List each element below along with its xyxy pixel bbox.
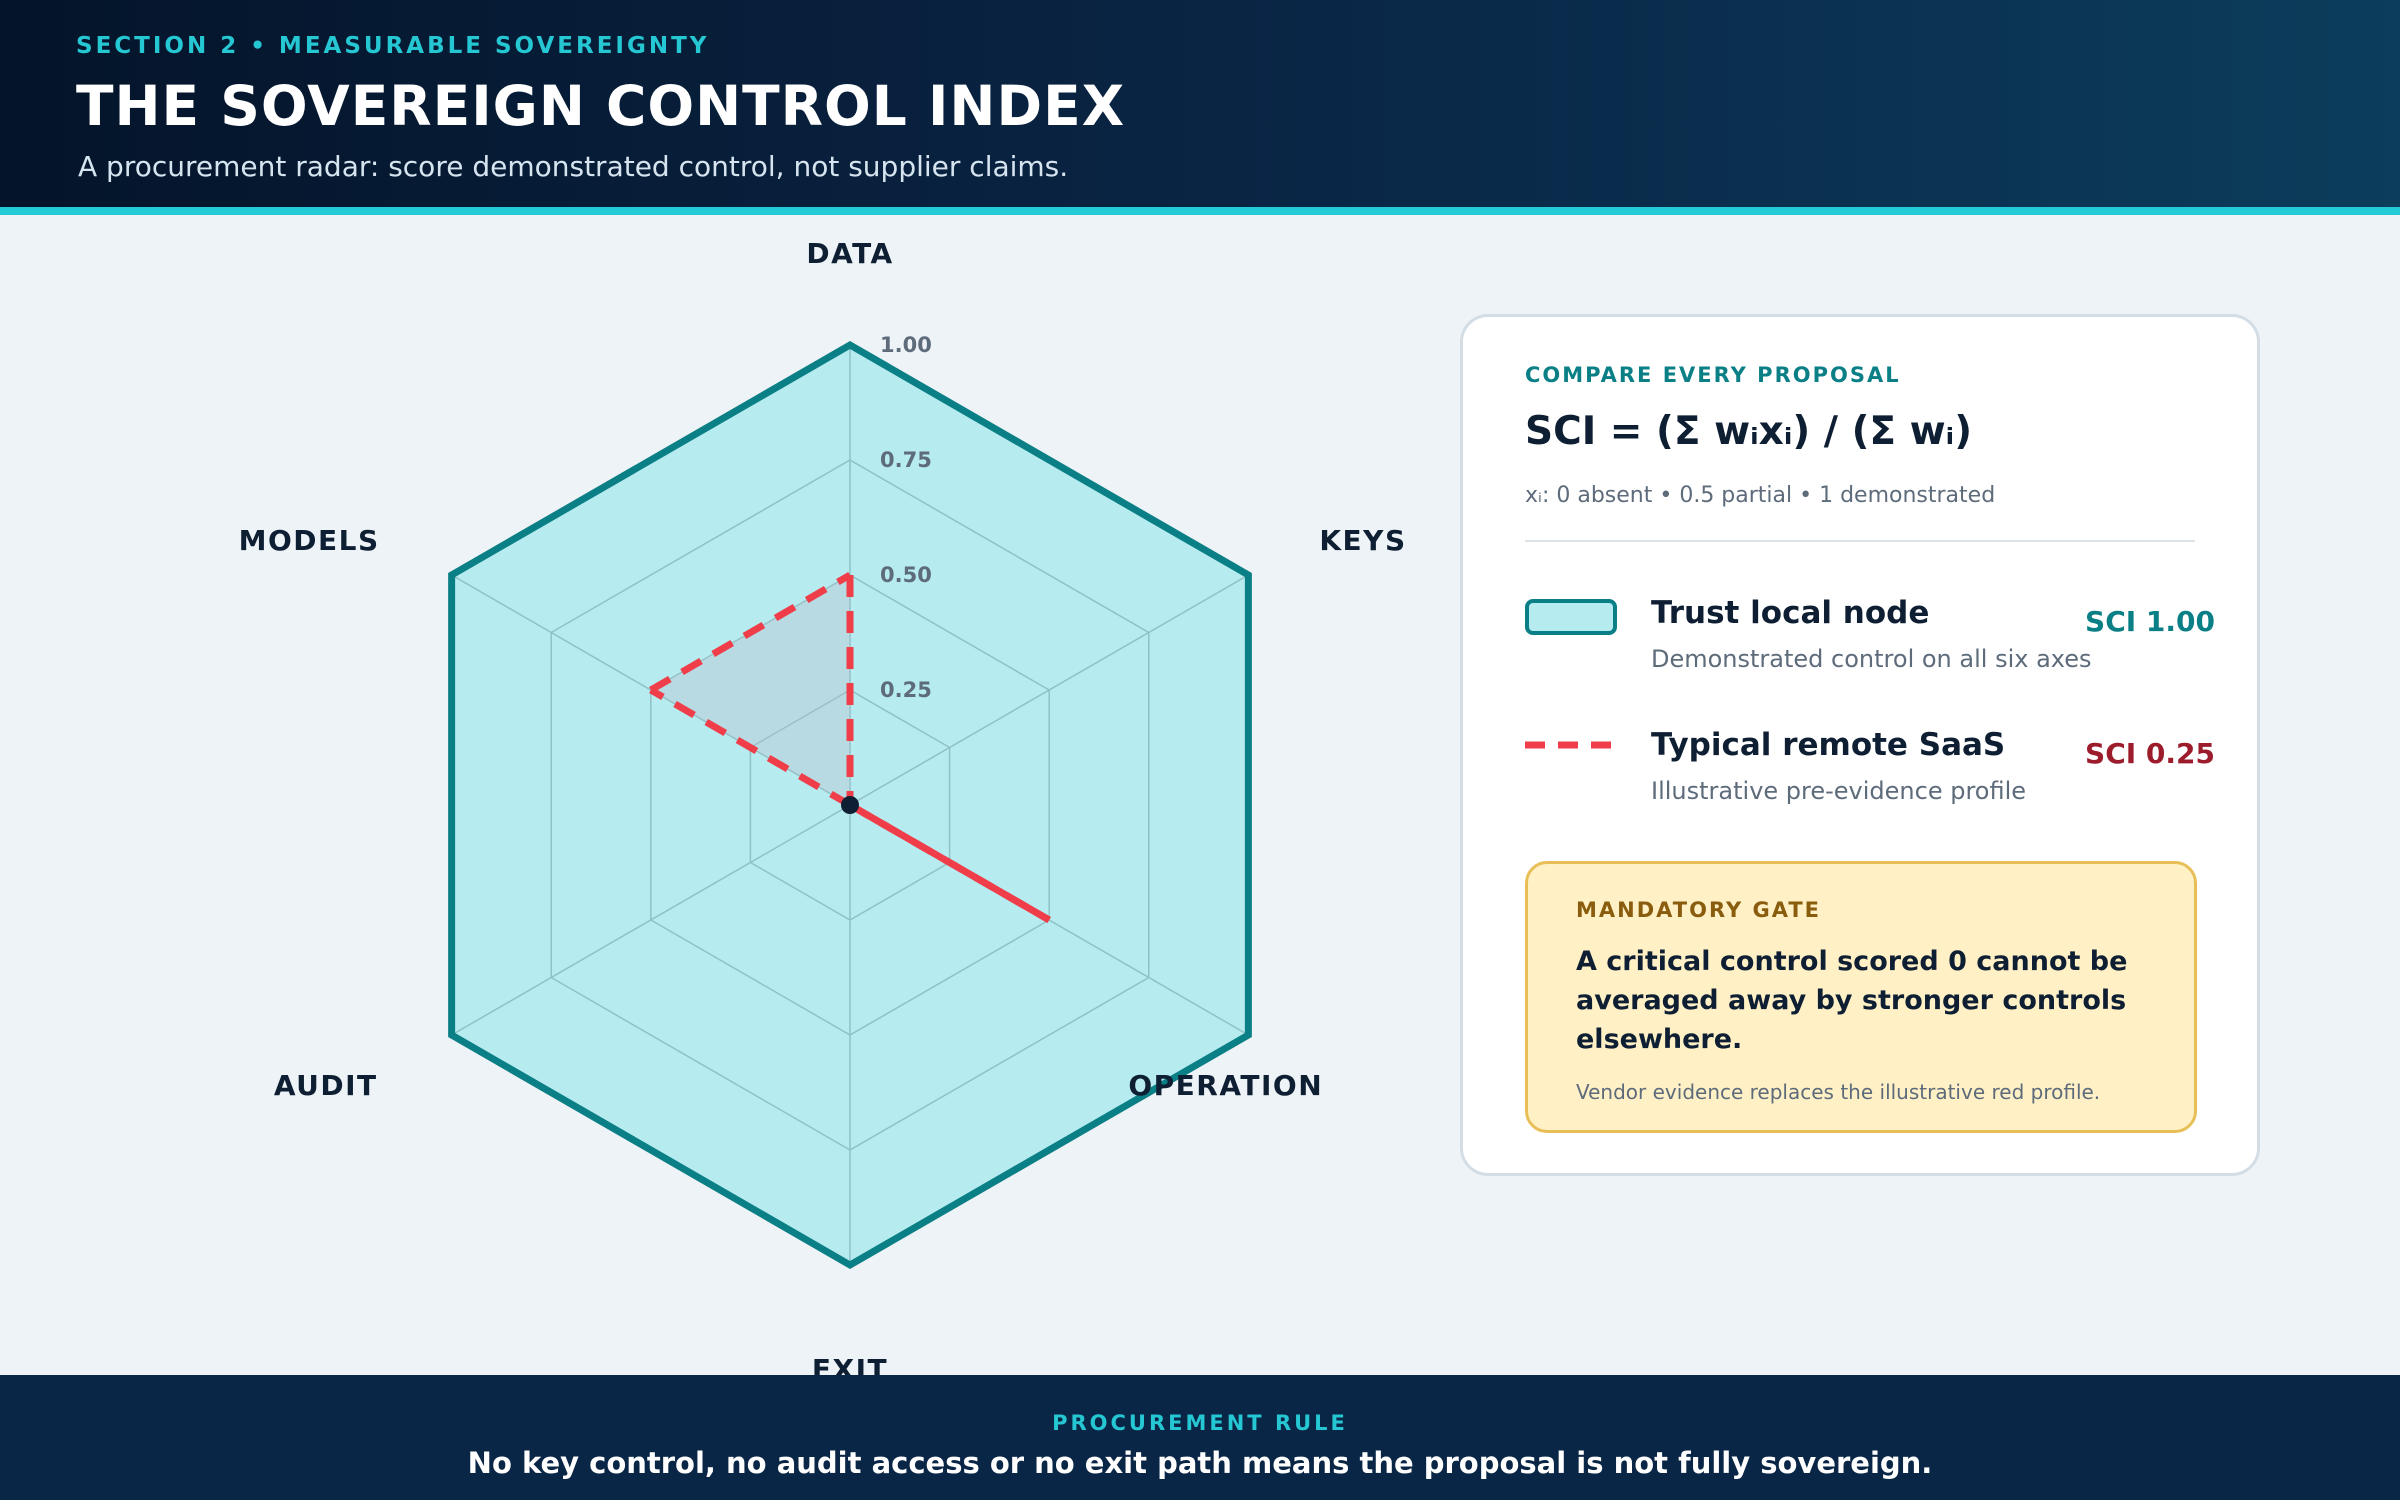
legend-swatch-dashed bbox=[1525, 741, 1617, 749]
footer-eyebrow: PROCUREMENT RULE bbox=[1052, 1411, 1348, 1435]
footer-rule-text: No key control, no audit access or no ex… bbox=[467, 1446, 1933, 1480]
series-typical-remote-saas-segment bbox=[649, 686, 852, 809]
comparison-panel: COMPARE EVERY PROPOSAL SCI = (Σ wᵢxᵢ) / … bbox=[1460, 314, 2260, 1176]
page-subtitle: A procurement radar: score demonstrated … bbox=[78, 150, 1069, 183]
footer: PROCUREMENT RULE No key control, no audi… bbox=[0, 1375, 2400, 1500]
axis-label-operation: OPERATION bbox=[1128, 1069, 1323, 1102]
axis-label-models: MODELS bbox=[239, 524, 380, 557]
radar-svg: 0.25 0.50 0.75 1.00 DATA KEYS OPERATION EXIT AUD… bbox=[239, 237, 1406, 1375]
series-typical-remote-saas-segment bbox=[848, 801, 1051, 924]
legend-item-typical-remote-saas: Typical remote SaaS Illustrative pre-evi… bbox=[1525, 727, 2215, 827]
series-typical-remote-saas-segment bbox=[649, 571, 852, 694]
legend-description: Demonstrated control on all six axes bbox=[1651, 645, 2092, 673]
legend-name: Typical remote SaaS bbox=[1651, 727, 2006, 763]
radar-chart: 0.25 0.50 0.75 1.00 DATA KEYS OPERATION EXIT AUD… bbox=[0, 215, 1420, 1375]
gate-eyebrow: MANDATORY GATE bbox=[1576, 898, 1822, 922]
grid-spoke bbox=[849, 574, 1249, 806]
axis-label-keys: KEYS bbox=[1319, 524, 1406, 557]
gate-body: A critical control scored 0 cannot be av… bbox=[1576, 946, 2128, 1055]
legend-swatch-solid bbox=[1525, 599, 1617, 635]
ring-tick-label: 0.75 bbox=[880, 448, 932, 472]
legend-score: SCI 0.25 bbox=[2085, 737, 2215, 770]
radar-center-point bbox=[841, 796, 859, 814]
axis-label-exit: EXIT bbox=[812, 1353, 888, 1375]
panel-eyebrow: COMPARE EVERY PROPOSAL bbox=[1525, 363, 1901, 387]
panel-divider bbox=[1525, 540, 2195, 542]
ring-tick-label: 0.25 bbox=[880, 678, 932, 702]
legend-description: Illustrative pre-evidence profile bbox=[1651, 777, 2027, 805]
gate-note: Vendor evidence replaces the illustrativ… bbox=[1576, 1080, 2101, 1104]
axis-label-audit: AUDIT bbox=[274, 1069, 378, 1102]
header: SECTION 2 • MEASURABLE SOVEREIGNTY THE S… bbox=[0, 0, 2400, 207]
ring-tick-label: 1.00 bbox=[880, 333, 932, 357]
page-title: THE SOVEREIGN CONTROL INDEX bbox=[76, 74, 1126, 138]
series-typical-remote-saas-fill bbox=[650, 575, 1050, 920]
score-scale-note: xᵢ: 0 absent • 0.5 partial • 1 demonstra… bbox=[1525, 483, 1996, 508]
header-divider bbox=[0, 207, 2400, 215]
sci-formula: SCI = (Σ wᵢxᵢ) / (Σ wᵢ) bbox=[1525, 409, 1973, 454]
mandatory-gate-callout: MANDATORY GATE A critical control scored… bbox=[1525, 861, 2197, 1133]
section-eyebrow: SECTION 2 • MEASURABLE SOVEREIGNTY bbox=[76, 33, 710, 59]
ring-tick-label: 0.50 bbox=[880, 563, 932, 587]
axis-label-data: DATA bbox=[806, 237, 893, 270]
legend-item-trust-local-node: Trust local node Demonstrated control on… bbox=[1525, 595, 2215, 695]
legend-score: SCI 1.00 bbox=[2085, 605, 2215, 638]
series-trust-local-node-outline bbox=[448, 340, 1252, 1270]
legend-name: Trust local node bbox=[1651, 595, 1930, 631]
grid-spoke bbox=[451, 804, 851, 1036]
